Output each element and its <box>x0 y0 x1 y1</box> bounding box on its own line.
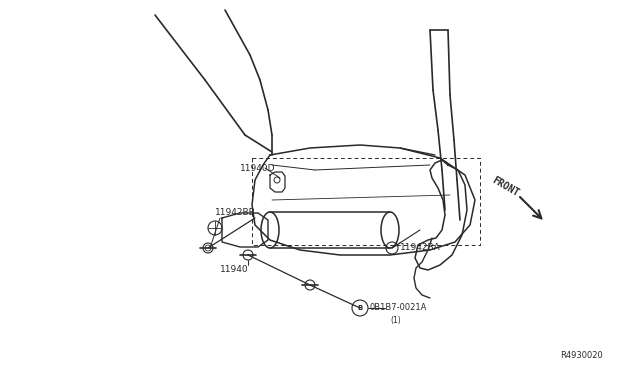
Text: FRONT: FRONT <box>490 175 520 199</box>
Text: 11942BB: 11942BB <box>215 208 256 217</box>
Text: 0B1B7-0021A: 0B1B7-0021A <box>370 304 428 312</box>
Text: 11940: 11940 <box>220 266 248 275</box>
Text: 11940D: 11940D <box>240 164 275 173</box>
Text: B: B <box>357 305 363 311</box>
Text: (1): (1) <box>390 315 401 324</box>
Text: 11942BA: 11942BA <box>400 244 441 253</box>
Text: R4930020: R4930020 <box>560 350 603 359</box>
